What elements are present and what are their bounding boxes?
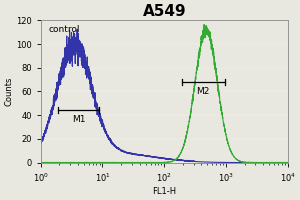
Text: control: control (48, 25, 80, 34)
Text: M2: M2 (196, 87, 210, 96)
Y-axis label: Counts: Counts (4, 77, 13, 106)
Title: A549: A549 (142, 4, 186, 19)
X-axis label: FL1-H: FL1-H (152, 187, 176, 196)
Text: M1: M1 (72, 115, 86, 124)
